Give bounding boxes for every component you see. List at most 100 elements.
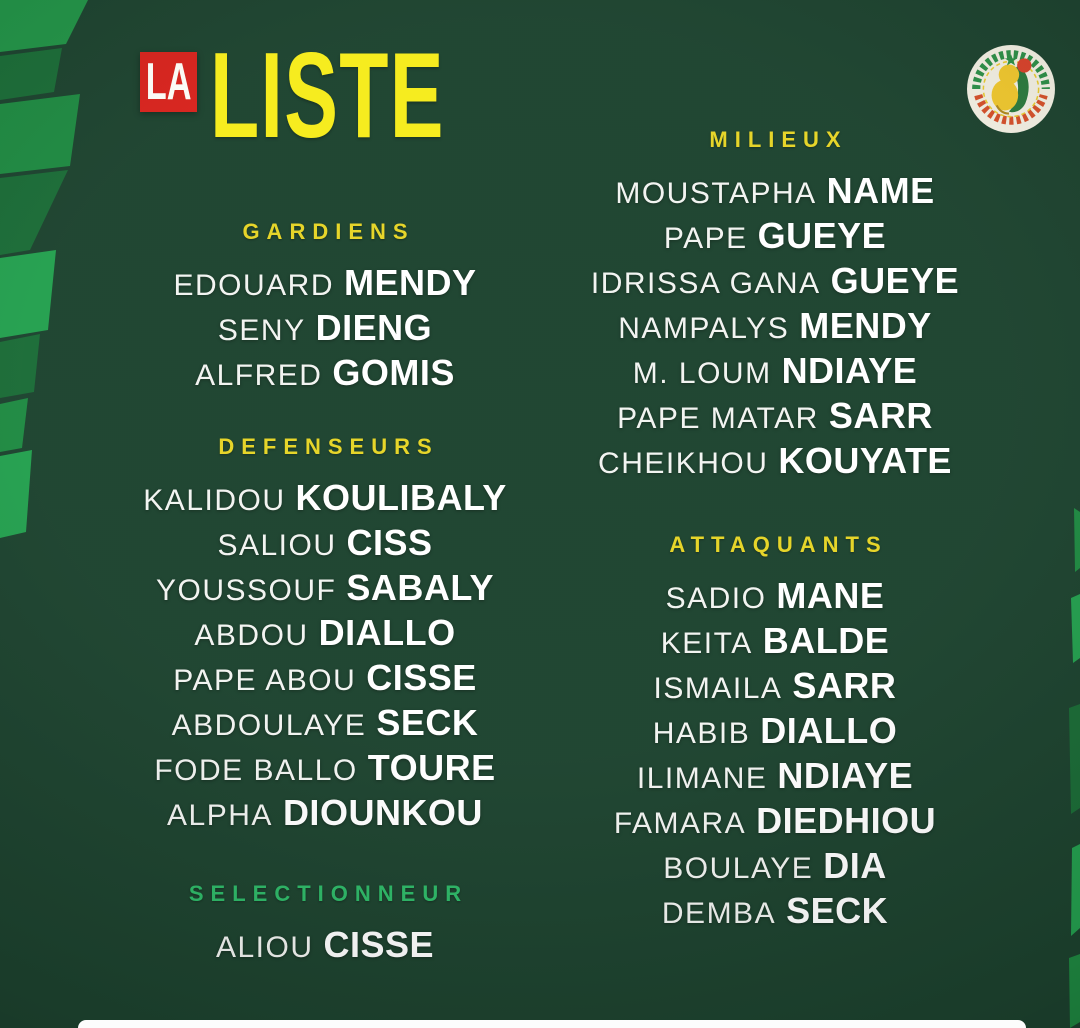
player-row: ILIMANE NDIAYE [555,753,995,798]
section-header-selectionneur: SELECTIONNEUR [188,881,469,906]
player-row: KALIDOU KOULIBALY [100,475,550,520]
player-last-name: BALDE [762,620,890,661]
player-row: ALPHA DIOUNKOU [100,790,550,835]
player-first-name: ABDOULAYE [171,709,367,742]
player-first-name: ILIMANE [636,762,768,795]
player-last-name: DIALLO [318,612,456,653]
player-first-name: ISMAILA [653,672,783,705]
player-first-name: ALPHA [167,799,273,832]
section-header-milieux: MILIEUX [709,127,848,152]
player-last-name: DIEDHIOU [756,800,937,841]
column-left: GARDIENS EDOUARD MENDY SENY DIENG ALFRED GOMIS… [100,218,550,967]
player-last-name: KOULIBALY [295,477,507,518]
player-first-name: DEMBA [661,897,777,930]
player-last-name: SABALY [346,567,495,608]
player-row: ALFRED GOMIS [100,350,550,395]
background-pattern-right [1069,508,1080,1028]
player-first-name: PAPE ABOU [173,664,357,697]
player-first-name: CHEIKHOU [598,447,769,480]
section-header-gardiens: GARDIENS [242,219,415,244]
page-title: LISTE [210,27,445,163]
player-row: FODE BALLO TOURE [100,745,550,790]
player-first-name: SENY [217,314,306,347]
section-header-defenseurs: DEFENSEURS [218,434,439,459]
player-row: PAPE ABOU CISSE [100,655,550,700]
background-pattern-left [0,0,88,538]
section-selectionneur: SELECTIONNEUR ALIOU CISSE [100,880,550,967]
player-last-name: CISSE [366,657,477,698]
player-last-name: DIOUNKOU [282,792,483,833]
player-last-name: SARR [828,395,933,436]
player-row: ABDOU DIALLO [100,610,550,655]
la-badge-label: LA [145,53,192,111]
player-last-name: DIALLO [760,710,898,751]
player-row: YOUSSOUF SABALY [100,565,550,610]
player-row: SENY DIENG [100,305,550,350]
player-last-name: SECK [786,890,889,931]
player-first-name: SALIOU [217,529,337,562]
player-first-name: ABDOU [194,619,309,652]
player-last-name: CISSE [323,924,435,965]
player-first-name: YOUSSOUF [155,574,337,607]
column-right: MILIEUX MOUSTAPHA NAME PAPE GUEYE IDRISSA GAN… [555,126,995,933]
la-badge: LA [140,52,197,112]
player-last-name: MENDY [344,262,477,303]
player-last-name: NDIAYE [777,755,914,796]
player-row: SADIO MANE [555,573,995,618]
player-last-name: SARR [792,665,897,706]
footer-bar [78,1020,1026,1028]
player-row: M. LOUM NDIAYE [555,348,995,393]
player-last-name: MENDY [799,305,932,346]
player-row: PAPE MATAR SARR [555,393,995,438]
player-row: NAMPALYS MENDY [555,303,995,348]
player-row: ABDOULAYE SECK [100,700,550,745]
player-last-name: GUEYE [757,215,887,256]
player-first-name: IDRISSA GANA [590,267,821,300]
player-last-name: GOMIS [332,352,455,393]
player-first-name: NAMPALYS [618,312,790,345]
player-first-name: BOULAYE [663,852,814,885]
player-row: CHEIKHOU KOUYATE [555,438,995,483]
player-first-name: PAPE MATAR [617,402,819,435]
player-last-name: NAME [826,170,935,211]
player-row: MOUSTAPHA NAME [555,168,995,213]
section-milieux: MILIEUX MOUSTAPHA NAME PAPE GUEYE IDRISSA GAN… [555,126,995,483]
player-last-name: DIA [823,845,887,886]
section-attaquants: ATTAQUANTS SADIO MANE KEITA BALDE ISMAILA SARR… [555,531,995,933]
player-last-name: KOUYATE [778,440,952,481]
player-row: BOULAYE DIA [555,843,995,888]
section-header-attaquants: ATTAQUANTS [669,532,888,557]
player-last-name: GUEYE [830,260,960,301]
player-last-name: CISS [346,522,433,563]
senegal-federation-logo-icon [967,45,1055,133]
player-row: ISMAILA SARR [555,663,995,708]
player-first-name: FAMARA [613,807,747,840]
player-first-name: SADIO [665,582,767,615]
player-first-name: EDOUARD [173,269,334,302]
player-row: KEITA BALDE [555,618,995,663]
player-last-name: NDIAYE [781,350,918,391]
player-row: EDOUARD MENDY [100,260,550,305]
player-first-name: KEITA [660,627,753,660]
player-first-name: HABIB [652,717,751,750]
player-last-name: DIENG [315,307,433,348]
player-first-name: KALIDOU [143,484,286,517]
player-first-name: ALIOU [215,931,314,964]
player-row: ALIOU CISSE [100,922,550,967]
player-first-name: MOUSTAPHA [615,177,817,210]
player-last-name: MANE [776,575,885,616]
player-row: DEMBA SECK [555,888,995,933]
player-row: IDRISSA GANA GUEYE [555,258,995,303]
player-last-name: TOURE [367,747,496,788]
player-row: FAMARA DIEDHIOU [555,798,995,843]
player-last-name: SECK [376,702,479,743]
player-first-name: ALFRED [195,359,323,392]
player-row: PAPE GUEYE [555,213,995,258]
player-first-name: M. LOUM [632,357,772,390]
player-first-name: FODE BALLO [154,754,358,787]
player-row: SALIOU CISS [100,520,550,565]
section-defenseurs: DEFENSEURS KALIDOU KOULIBALY SALIOU CISS YOUS… [100,433,550,835]
player-first-name: PAPE [663,222,748,255]
section-gardiens: GARDIENS EDOUARD MENDY SENY DIENG ALFRED GOMIS [100,218,550,395]
